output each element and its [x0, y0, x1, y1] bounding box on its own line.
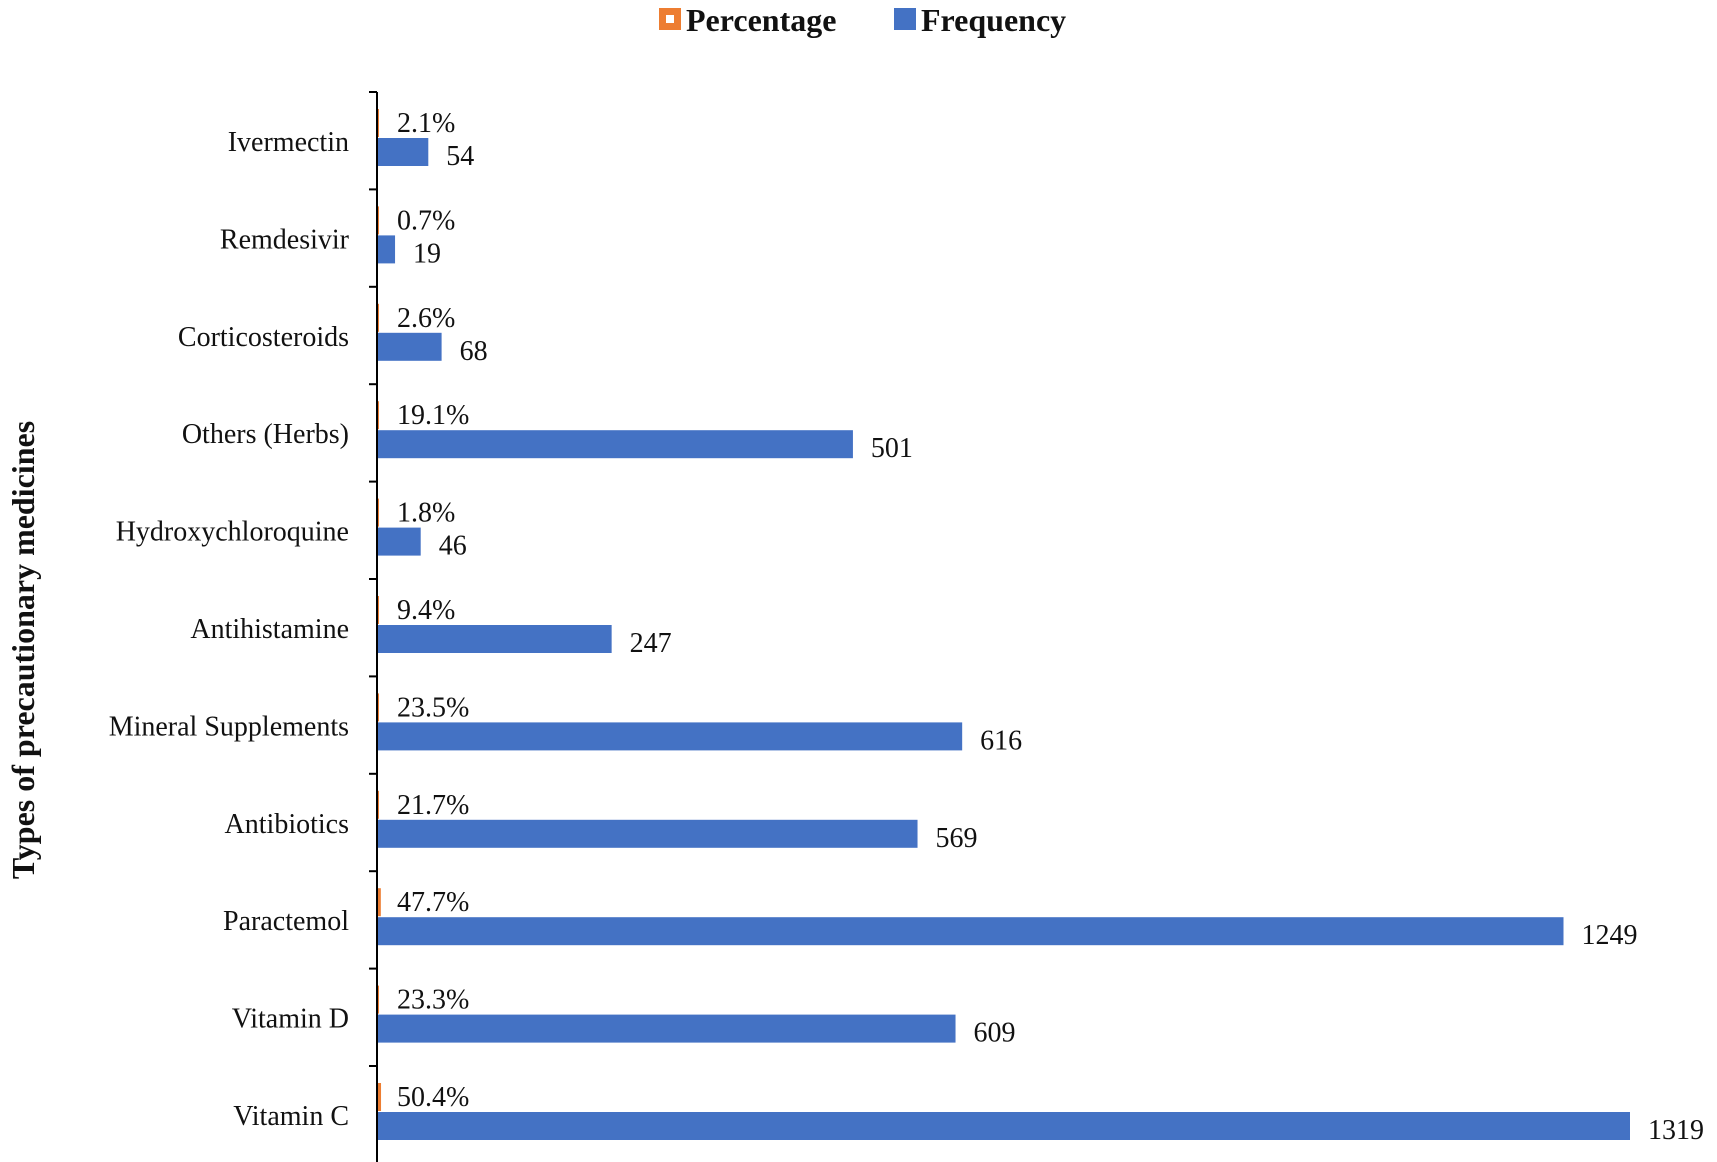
legend: Percentage Frequency: [659, 2, 1066, 38]
bar-frequency: [377, 138, 429, 166]
category-label: Paractemol: [223, 906, 349, 937]
data-label-frequency: 569: [936, 823, 978, 854]
data-label-frequency: 1249: [1582, 920, 1638, 951]
legend-label-percentage: Percentage: [686, 2, 836, 38]
category-label: Others (Herbs): [182, 419, 349, 450]
legend-swatch-frequency: [894, 8, 916, 30]
data-label-percentage: 19.1%: [397, 400, 469, 431]
data-label-percentage: 1.8%: [397, 498, 455, 529]
data-label-percentage: 23.3%: [397, 985, 469, 1016]
legend-item-percentage: Percentage: [659, 2, 836, 38]
data-label-frequency: 68: [460, 336, 488, 367]
bar-frequency: [377, 235, 396, 264]
bar-frequency: [377, 819, 918, 848]
bar-percentage: [377, 1083, 382, 1111]
category-label: Corticosteroids: [178, 322, 349, 353]
legend-item-frequency: Frequency: [894, 2, 1066, 38]
data-label-frequency: 1319: [1648, 1115, 1704, 1146]
data-label-frequency: 501: [871, 433, 913, 464]
legend-label-frequency: Frequency: [921, 2, 1066, 38]
data-label-percentage: 2.6%: [397, 303, 455, 334]
bar-frequency: [377, 430, 853, 459]
data-label-percentage: 23.5%: [397, 692, 469, 723]
data-label-frequency: 616: [980, 725, 1022, 756]
bar-frequency: [377, 917, 1564, 946]
data-label-frequency: 19: [413, 238, 441, 269]
data-label-percentage: 9.4%: [397, 595, 455, 626]
data-label-frequency: 54: [446, 141, 474, 172]
plot-area: Vitamin C 50.4% 1319 Vitamin D 23.3% 609 Parac…: [109, 91, 1704, 1146]
legend-swatch-percentage-inner: [666, 15, 674, 23]
category-label: Antihistamine: [190, 614, 349, 645]
bar-frequency: [377, 332, 442, 361]
data-label-frequency: 609: [974, 1018, 1016, 1049]
data-label-percentage: 50.4%: [397, 1082, 469, 1113]
bar-frequency: [377, 1014, 956, 1043]
data-label-percentage: 0.7%: [397, 205, 455, 236]
category-label: Vitamin C: [233, 1101, 349, 1132]
bar-percentage: [377, 888, 381, 917]
category-label: Antibiotics: [225, 809, 349, 840]
data-label-percentage: 2.1%: [397, 108, 455, 139]
category-label: Hydroxychloroquine: [116, 517, 349, 548]
category-label: Mineral Supplements: [109, 711, 349, 742]
bar-frequency: [377, 1112, 1630, 1140]
category-label: Ivermectin: [228, 127, 349, 158]
bar-frequency: [377, 527, 421, 556]
bar-frequency: [377, 625, 612, 653]
data-label-frequency: 247: [630, 628, 672, 659]
category-label: Remdesivir: [220, 224, 350, 255]
data-label-percentage: 47.7%: [397, 887, 469, 918]
data-label-frequency: 46: [439, 531, 467, 562]
data-label-percentage: 21.7%: [397, 790, 469, 821]
y-axis-title: Types of precautionary medicines: [5, 421, 41, 879]
bar-frequency: [377, 722, 963, 751]
category-label: Vitamin D: [232, 1004, 349, 1035]
